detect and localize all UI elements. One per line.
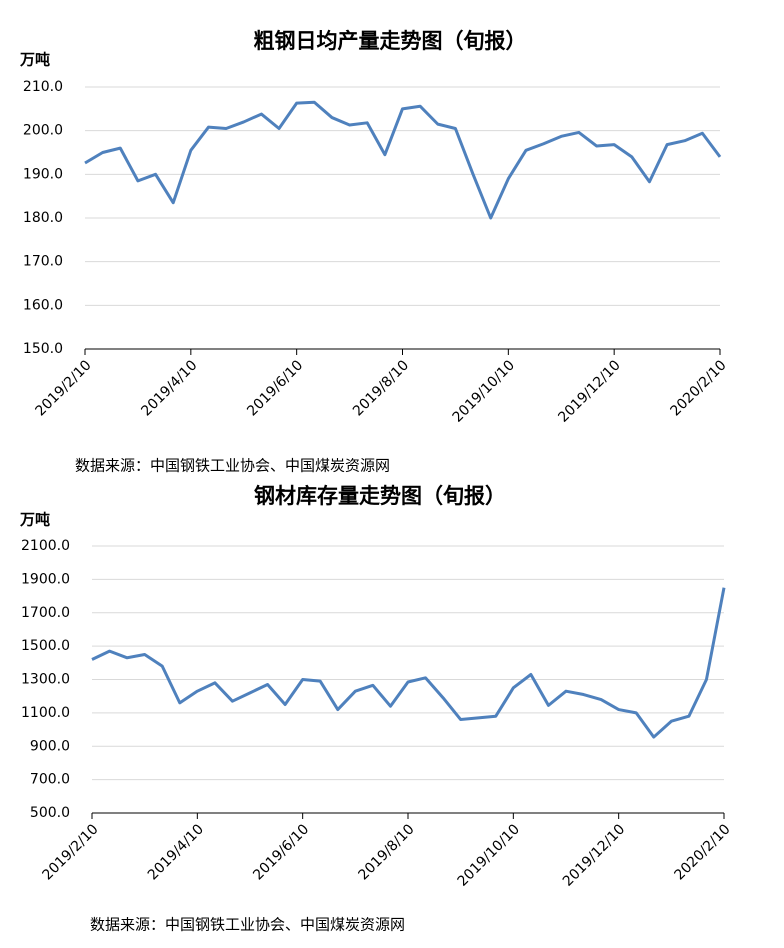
x-tick-label: 2020/2/10 [668,357,730,419]
y-tick-label: 1100.0 [21,705,70,721]
x-tick-label: 2019/6/10 [250,821,312,883]
x-tick-label: 2019/4/10 [145,821,207,883]
y-tick-label: 900.0 [30,738,70,754]
x-tick-label: 2019/12/10 [555,357,623,425]
x-tick-label: 2019/8/10 [356,821,418,883]
x-tick-label: 2019/2/10 [33,357,95,419]
x-tick-label: 2019/12/10 [560,821,628,889]
y-tick-label: 190.0 [23,166,63,182]
y-tick-label: 170.0 [23,254,63,270]
data-line [91,587,726,739]
y-tick-label: 2100.0 [21,538,70,554]
x-tick-label: 2019/6/10 [244,357,306,419]
y-tick-label: 210.0 [23,79,63,95]
x-tick-label: 2019/10/10 [455,821,523,889]
x-tick-label: 2020/2/10 [672,821,734,883]
y-tick-label: 500.0 [30,805,70,821]
y-tick-label: 180.0 [23,210,63,226]
y-axis-unit: 万吨 [19,511,50,529]
y-tick-label: 700.0 [30,772,70,788]
x-tick-label: 2019/8/10 [350,357,412,419]
y-axis-unit: 万吨 [19,51,50,69]
source-note: 数据来源：中国钢铁工业协会、中国煤炭资源网 [90,916,405,934]
x-tick-label: 2019/10/10 [450,357,518,425]
x-tick-label: 2019/2/10 [40,821,102,883]
y-tick-label: 200.0 [23,123,63,139]
source-note: 数据来源：中国钢铁工业协会、中国煤炭资源网 [75,457,390,475]
y-tick-label: 160.0 [23,297,63,313]
x-tick-label: 2019/4/10 [138,357,200,419]
y-tick-label: 150.0 [23,341,63,357]
y-tick-label: 1500.0 [21,638,70,654]
data-line [84,100,722,220]
chart-title: 钢材库存量走势图（旬报） [254,484,506,508]
y-tick-label: 1700.0 [21,605,70,621]
chart-title: 粗钢日均产量走势图（旬报） [254,29,527,53]
y-tick-label: 1900.0 [21,571,70,587]
y-tick-label: 1300.0 [21,672,70,688]
